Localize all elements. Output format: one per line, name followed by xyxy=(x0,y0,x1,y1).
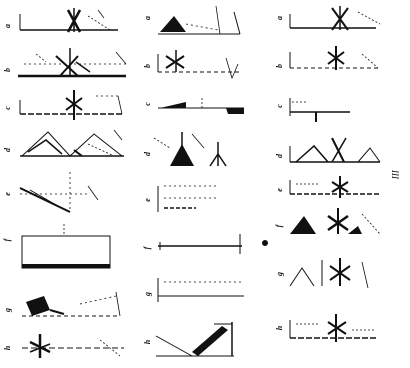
diagram-right-c xyxy=(288,94,354,124)
diagram-middle-b xyxy=(156,46,248,82)
panel-label-middle-g: g xyxy=(143,292,152,296)
panel-label-middle-a: a xyxy=(143,16,152,20)
panel-label-middle-b: b xyxy=(143,64,152,68)
panel-label-left-b: b xyxy=(3,68,12,72)
diagram-left-a xyxy=(18,6,128,36)
diagram-middle-d xyxy=(152,128,248,170)
page-number: III xyxy=(390,170,400,179)
diagram-left-c xyxy=(18,88,128,122)
panel-label-left-h: h xyxy=(3,345,13,351)
diagram-middle-g xyxy=(156,272,248,306)
diagram-middle-e xyxy=(156,180,236,214)
panel-label-right-f: f xyxy=(274,224,284,228)
panel-label-middle-e: e xyxy=(142,198,152,202)
diagram-left-f xyxy=(20,222,116,274)
diagram-right-g xyxy=(288,254,384,294)
diagram-right-e xyxy=(288,174,384,200)
panel-label-left-g: g xyxy=(3,308,12,312)
diagram-left-g xyxy=(20,290,130,320)
diagram-right-b xyxy=(288,42,384,78)
panel-label-right-a: a xyxy=(275,16,284,20)
panel-label-middle-d: d xyxy=(143,152,152,156)
dot-mark xyxy=(262,240,268,246)
diagram-left-b xyxy=(16,46,132,82)
diagram-right-h xyxy=(288,310,384,346)
panel-label-middle-f: f xyxy=(142,246,152,250)
panel-label-right-d: d xyxy=(275,154,284,158)
diagram-middle-c xyxy=(156,92,248,118)
diagram-left-d xyxy=(18,126,130,164)
panel-label-left-f: f xyxy=(2,238,12,242)
panel-label-left-d: d xyxy=(3,148,12,152)
panel-label-right-c: c xyxy=(274,104,284,108)
panel-label-right-e: e xyxy=(274,188,284,192)
diagram-middle-a xyxy=(156,4,248,38)
diagram-middle-f xyxy=(156,232,248,256)
panel-label-middle-h: h xyxy=(143,339,153,345)
panel-label-left-e: e xyxy=(2,192,12,196)
diagram-left-h xyxy=(20,330,130,360)
panel-label-right-h: h xyxy=(275,325,285,331)
diagram-middle-h xyxy=(154,312,238,360)
panel-label-right-b: b xyxy=(275,64,284,68)
panel-label-right-g: g xyxy=(275,272,284,276)
diagram-right-f xyxy=(288,204,384,238)
panel-label-left-c: c xyxy=(2,106,12,110)
panel-label-left-a: a xyxy=(3,24,12,28)
diagram-right-a xyxy=(288,4,384,36)
diagram-left-e xyxy=(18,170,108,214)
panel-label-middle-c: c xyxy=(142,102,152,106)
diagram-right-d xyxy=(288,134,384,168)
